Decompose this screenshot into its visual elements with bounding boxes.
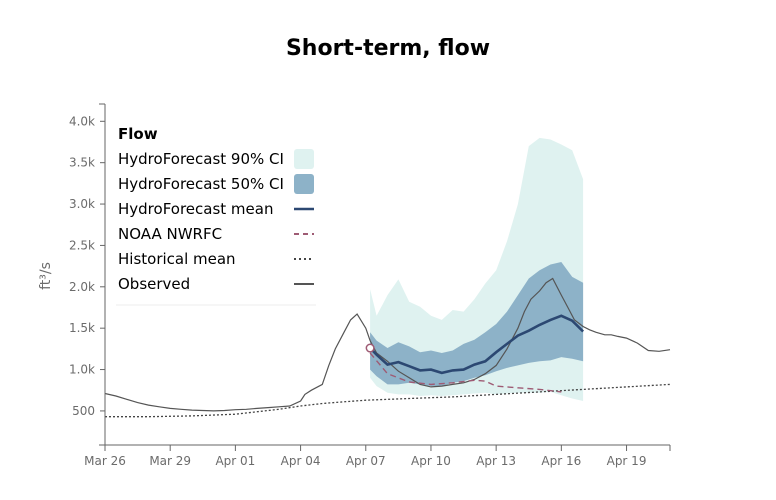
- y-tick-label: 2.0k: [69, 280, 95, 294]
- series-noaa-nwrfc: [369, 352, 562, 393]
- legend-swatch-50-ci: [294, 174, 314, 194]
- y-axis-label: ft³/s: [38, 262, 54, 290]
- y-tick-label: 4.0k: [69, 114, 95, 128]
- legend-label: HydroForecast mean: [118, 200, 273, 218]
- y-tick-label: 3.0k: [69, 197, 95, 211]
- legend-label: NOAA NWRFC: [118, 225, 222, 243]
- plot-area: 500 1.0k 1.5k 2.0k 2.5k 3.0k 3.5k 4.0k Mar 26 Mar…: [69, 103, 671, 468]
- series-observed: [104, 277, 671, 412]
- x-tick-label: Mar 29: [149, 454, 191, 468]
- legend-title: Flow: [118, 125, 158, 143]
- forecast-start-marker: [365, 343, 375, 353]
- y-tick-label: 500: [72, 404, 95, 418]
- y-tick-label: 1.0k: [69, 363, 95, 377]
- legend-label: Historical mean: [118, 250, 236, 268]
- legend-swatch-90-ci: [294, 149, 314, 169]
- legend-label: HydroForecast 50% CI: [118, 175, 284, 193]
- x-tick-label: Mar 26: [84, 454, 126, 468]
- legend-label: HydroForecast 90% CI: [118, 150, 284, 168]
- x-tick-label: Apr 10: [411, 454, 451, 468]
- x-tick-label: Apr 13: [476, 454, 516, 468]
- series-hydroforecast-mean: [369, 314, 585, 375]
- x-tick-label: Apr 04: [281, 454, 321, 468]
- y-tick-label: 2.5k: [69, 238, 95, 252]
- x-tick-label: Apr 16: [541, 454, 581, 468]
- x-tick-label: Apr 01: [215, 454, 255, 468]
- band-50-ci: [370, 262, 584, 387]
- legend-label: Observed: [118, 275, 190, 293]
- legend: Flow HydroForecast 90% CI HydroForecast 50…: [116, 125, 316, 306]
- series-historical-mean: [105, 383, 671, 418]
- y-tick-label: 3.5k: [69, 156, 95, 170]
- x-tick-label: Apr 19: [607, 454, 647, 468]
- chart-title: Short-term, flow: [286, 36, 490, 61]
- x-tick-label: Apr 07: [346, 454, 386, 468]
- y-tick-label: 1.5k: [69, 321, 95, 335]
